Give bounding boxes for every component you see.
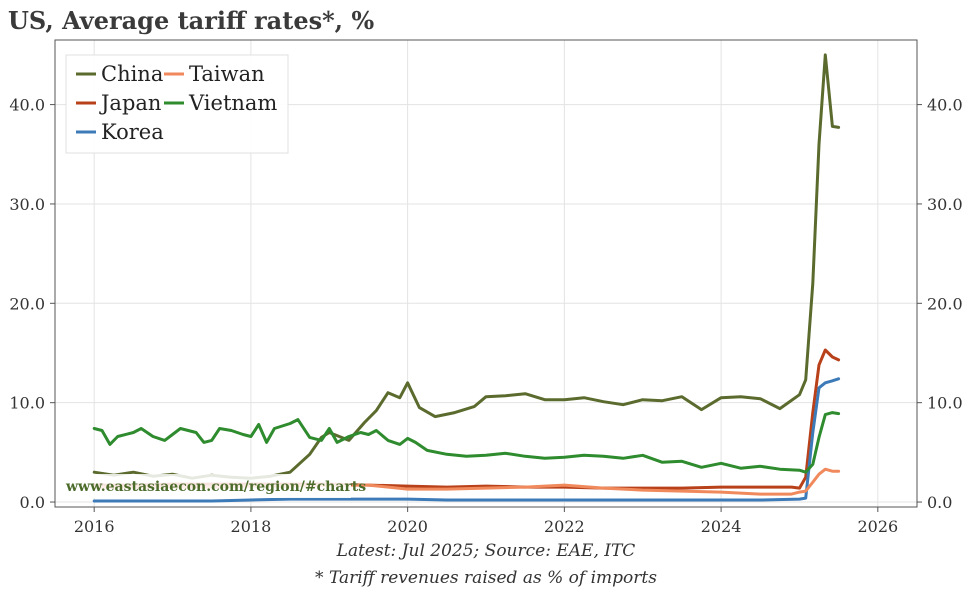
x-tick-label: 2022	[544, 517, 585, 536]
x-tick-label: 2020	[387, 517, 428, 536]
y-tick-label-right: 30.0	[927, 195, 963, 214]
y-tick-label-right: 20.0	[927, 294, 963, 313]
y-tick-label-right: 10.0	[927, 394, 963, 413]
legend: China Taiwan Japan Vietnam Korea	[65, 54, 289, 154]
y-tick-label-left: 20.0	[9, 294, 45, 313]
plot-frame	[54, 39, 918, 508]
y-tick-label-left: 0.0	[20, 493, 45, 512]
series-line-vietnam	[92, 411, 841, 474]
legend-label-korea: Korea	[101, 120, 164, 144]
x-tick-label: 2018	[231, 517, 272, 536]
series-line-korea	[92, 377, 841, 503]
y-tick-label-right: 0.0	[927, 493, 952, 512]
watermark: www.eastasiaecon.com/region/#charts	[65, 479, 366, 495]
grid	[55, 40, 917, 507]
series-line-japan	[92, 348, 841, 490]
legend-label-taiwan: Taiwan	[189, 62, 265, 86]
chart-title: US, Average tariff rates*, %	[8, 6, 375, 35]
axes: 0.0 0.0 10.0 10.0 20.0 20.0 30.0 30.0 40.0 40.0 20…	[9, 96, 962, 536]
x-tick-label: 2026	[857, 517, 898, 536]
y-tick-label-left: 10.0	[9, 394, 45, 413]
definition-note: * Tariff revenues raised as % of imports	[315, 568, 657, 588]
y-tick-label-right: 40.0	[927, 96, 963, 115]
legend-label-japan: Japan	[99, 91, 161, 115]
x-tick-label: 2024	[701, 517, 742, 536]
x-tick-label: 2016	[74, 517, 115, 536]
watermark-box: www.eastasiaecon.com/region/#charts	[60, 474, 366, 498]
legend-label-vietnam: Vietnam	[188, 91, 277, 115]
legend-label-china: China	[101, 62, 163, 86]
source-note: Latest: Jul 2025; Source: EAE, ITC	[336, 541, 636, 561]
y-tick-label-left: 30.0	[9, 195, 45, 214]
y-tick-label-left: 40.0	[9, 96, 45, 115]
